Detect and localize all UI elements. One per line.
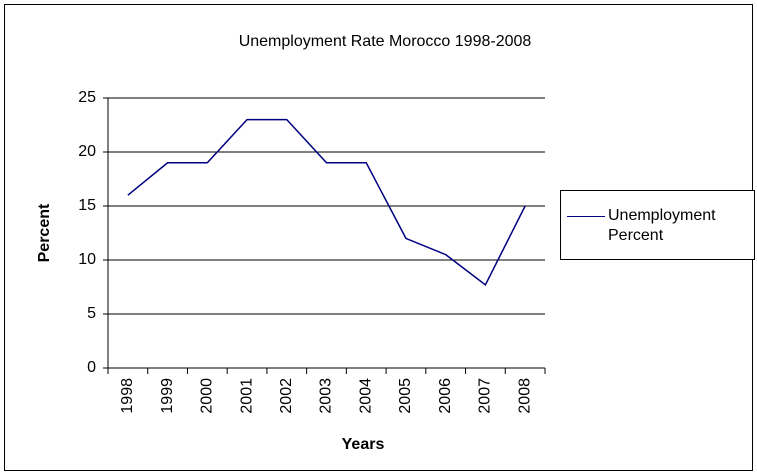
y-tick-label: 5 [87,305,96,322]
legend-label: Unemployment Percent [608,207,716,244]
x-tick-label: 2008 [516,378,533,414]
x-tick-label: 2002 [278,378,295,414]
x-tick-label: 2000 [199,378,216,414]
x-tick-label: 2006 [437,378,454,414]
chart-title: Unemployment Rate Morocco 1998-2008 [239,33,532,50]
x-tick-label: 2003 [318,378,335,414]
y-tick-label: 10 [78,251,96,268]
x-tick-label: 2005 [397,378,414,414]
y-tick-label: 15 [78,197,96,214]
x-tick-label: 2001 [238,378,255,414]
y-tick-label: 25 [78,89,96,106]
y-tick-label: 0 [87,359,96,376]
x-tick-label: 1998 [119,378,136,414]
y-tick-label: 20 [78,143,96,160]
x-axis-label: Years [342,436,385,453]
x-tick-label: 1999 [159,378,176,414]
x-tick-label: 2007 [477,378,494,414]
y-axis-label: Percent [36,203,53,262]
x-tick-label: 2004 [357,378,374,414]
legend-swatch [567,216,605,217]
legend: Unemployment Percent [560,190,755,260]
data-line [127,118,526,286]
